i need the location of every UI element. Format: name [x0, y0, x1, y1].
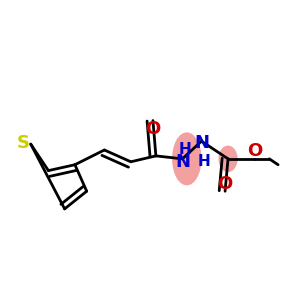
- Text: O: O: [145, 120, 160, 138]
- Ellipse shape: [172, 132, 202, 185]
- Ellipse shape: [218, 146, 238, 172]
- Text: N: N: [175, 153, 190, 171]
- Text: S: S: [17, 134, 30, 152]
- Text: H: H: [178, 142, 191, 158]
- Text: N: N: [194, 134, 209, 152]
- Text: H: H: [197, 154, 210, 169]
- Text: O: O: [247, 142, 262, 160]
- Text: O: O: [218, 175, 233, 193]
